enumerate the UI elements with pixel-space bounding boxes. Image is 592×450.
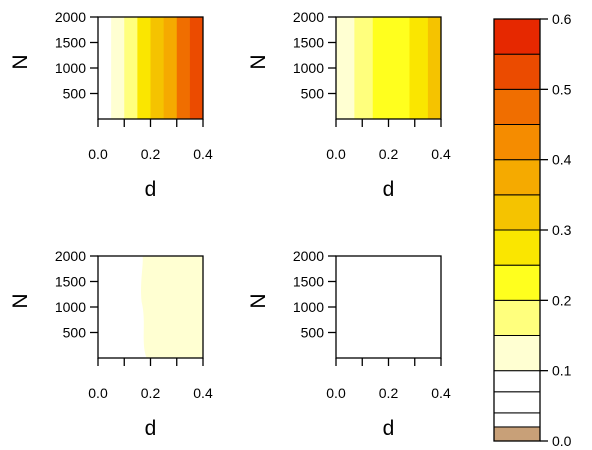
colorbar-level [493, 159, 541, 196]
colorbar-tick-label: 0.6 [552, 11, 572, 27]
heat-band [111, 17, 125, 119]
colorbar-level [493, 124, 541, 161]
panel-top-left: 0.0 0.2 0.4 d 500 1000 1500 2000 N [9, 9, 213, 201]
y-tick-label: 2000 [55, 9, 86, 25]
x-tick-label: 0.4 [431, 146, 451, 162]
heat-band [150, 17, 165, 119]
y-axis-label: N [247, 54, 270, 69]
y-tick-label: 1500 [293, 274, 324, 290]
colorbar-tick-label: 0.4 [552, 152, 572, 168]
y-tick-label: 500 [63, 325, 87, 341]
y-axis-label: N [247, 293, 270, 308]
x-axis-label: d [383, 178, 395, 201]
y-tick-label: 2000 [293, 248, 324, 264]
heat-band [98, 17, 112, 119]
x-tick-label: 0.4 [431, 385, 451, 401]
y-tick-label: 1000 [55, 299, 86, 315]
heat-band [354, 17, 374, 119]
y-tick-label: 1000 [55, 60, 86, 76]
panel-bottom-left: 0.0 0.2 0.4 d 500 1000 1500 2000 N [9, 248, 213, 440]
heat-band [336, 17, 355, 119]
heat-band [176, 17, 191, 119]
colorbar-level [493, 370, 541, 393]
x-tick-label: 0.2 [141, 146, 161, 162]
y-axis-label: N [9, 293, 32, 308]
y-tick-label: 1500 [293, 35, 324, 51]
colorbar-level [493, 194, 541, 231]
heat-band [137, 17, 151, 119]
x-tick-label: 0.2 [379, 146, 399, 162]
y-tick-label: 500 [301, 86, 325, 102]
heat-band [391, 17, 410, 119]
y-axis-label: N [9, 54, 32, 69]
y-tick-label: 1500 [55, 35, 86, 51]
colorbar-tick-label: 0.0 [552, 433, 572, 449]
y-tick-label: 2000 [293, 9, 324, 25]
heat-band [163, 17, 178, 119]
heat-band [427, 17, 442, 119]
y-tick-label: 1000 [293, 299, 324, 315]
colorbar-level [493, 18, 541, 55]
colorbar: 0.0 0.1 0.2 0.3 0.4 0.5 0.6 [493, 11, 572, 449]
panel-bottom-right: 0.0 0.2 0.4 d 500 1000 1500 2000 N [247, 248, 451, 440]
heat-band [141, 256, 204, 358]
colorbar-level [493, 426, 541, 442]
x-tick-label: 0.2 [141, 385, 161, 401]
colorbar-tick-label: 0.5 [552, 81, 572, 97]
y-tick-label: 2000 [55, 248, 86, 264]
colorbar-level [493, 264, 541, 301]
y-tick-label: 1500 [55, 274, 86, 290]
colorbar-level [493, 412, 541, 428]
y-tick-label: 1000 [293, 60, 324, 76]
colorbar-level [493, 335, 541, 372]
x-axis-label: d [145, 178, 157, 201]
colorbar-level [493, 391, 541, 414]
heat-band [124, 17, 138, 119]
plot-background [336, 256, 441, 358]
x-tick-label: 0.0 [326, 146, 346, 162]
x-tick-label: 0.0 [326, 385, 346, 401]
heat-band [189, 17, 204, 119]
panel-top-right: 0.0 0.2 0.4 d 500 1000 1500 2000 N [247, 9, 451, 201]
colorbar-level [493, 299, 541, 337]
x-tick-label: 0.4 [193, 146, 213, 162]
colorbar-level [493, 88, 541, 126]
colorbar-tick-label: 0.1 [552, 363, 572, 379]
x-axis-label: d [383, 417, 395, 440]
heat-band [372, 17, 392, 119]
y-tick-label: 500 [301, 325, 325, 341]
heat-band [409, 17, 429, 119]
x-tick-label: 0.0 [88, 146, 108, 162]
colorbar-tick-label: 0.2 [552, 292, 572, 308]
colorbar-level [493, 53, 541, 90]
x-tick-label: 0.2 [379, 385, 399, 401]
colorbar-tick-label: 0.3 [552, 222, 572, 238]
colorbar-level [493, 229, 541, 266]
x-axis-label: d [145, 417, 157, 440]
x-tick-label: 0.0 [88, 385, 108, 401]
y-tick-label: 500 [63, 86, 87, 102]
x-tick-label: 0.4 [193, 385, 213, 401]
